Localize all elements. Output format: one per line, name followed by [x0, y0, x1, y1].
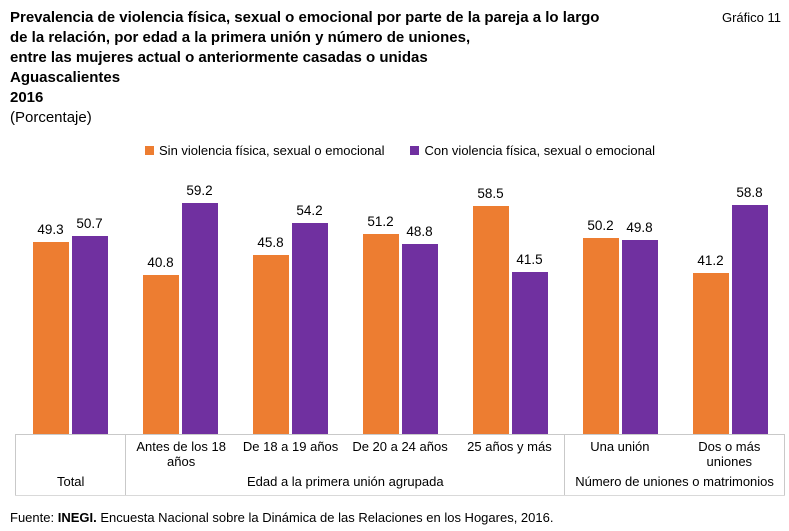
category-label: Dos o más uniones [698, 439, 761, 469]
category-slot: 41.2 58.8 [675, 164, 785, 434]
bar-value-label: 51.2 [367, 214, 394, 229]
category-label-row: Antes de los 18 años De 18 a 19 años De 20… [126, 435, 564, 469]
bar: 49.3 [32, 222, 69, 434]
source-institution: INEGI. [57, 510, 97, 525]
bar-value-label: 50.2 [587, 218, 614, 233]
bar: 50.2 [582, 218, 619, 434]
bar: 48.8 [401, 224, 438, 434]
source-text: Encuesta Nacional sobre la Dinámica de l… [100, 510, 554, 525]
bar: 54.2 [291, 203, 328, 434]
category-slot: 51.2 48.8 [345, 164, 455, 434]
legend-label: Con violencia física, sexual o emocional [424, 142, 655, 158]
source-prefix: Fuente: [10, 510, 55, 525]
bar: 45.8 [252, 235, 289, 434]
bar-value-label: 59.2 [186, 183, 213, 198]
bar: 41.2 [692, 253, 729, 434]
category-label: Una unión [590, 439, 650, 454]
bar: 49.8 [621, 220, 658, 434]
chart-title-year: 2016 [10, 89, 44, 106]
category-axis-table: Total Antes de los 18 años De 18 a 19 años… [15, 434, 785, 496]
legend-item: Con violencia física, sexual o emocional [410, 143, 655, 158]
bar: 50.7 [71, 216, 108, 434]
group-label: Total [56, 474, 85, 489]
category-label: 25 años y más [467, 439, 552, 454]
chart-title-line: Prevalencia de violencia física, sexual … [10, 9, 600, 26]
bar-value-label: 58.8 [736, 185, 763, 200]
axis-group: Una unión Dos o más uniones Número de unio… [564, 435, 785, 495]
category-slot: 58.5 41.5 [455, 164, 565, 434]
bar: 40.8 [142, 255, 179, 434]
chart-title-line: de la relación, por edad a la primera un… [10, 29, 471, 46]
chart-legend: Sin violencia física, sexual o emocional… [15, 142, 785, 158]
bar-value-label: 49.8 [626, 220, 653, 235]
bar: 58.8 [731, 185, 768, 434]
bar-value-label: 49.3 [37, 222, 64, 237]
chart-header: Prevalencia de violencia física, sexual … [0, 0, 789, 128]
bar-value-label: 54.2 [296, 203, 323, 218]
legend-label: Sin violencia física, sexual o emocional [159, 142, 385, 158]
group-label: Edad a la primera unión agrupada [246, 474, 444, 489]
bar-value-label: 41.5 [516, 252, 543, 267]
bar-value-label: 50.7 [76, 216, 103, 231]
axis-group: Antes de los 18 años De 18 a 19 años De 20… [125, 435, 564, 495]
chart-title-line: entre las mujeres actual o anteriormente… [10, 49, 428, 66]
group-label: Número de uniones o matrimonios [575, 474, 774, 489]
bar-value-label: 58.5 [477, 186, 504, 201]
source-note: Fuente: INEGI. Encuesta Nacional sobre l… [10, 510, 789, 525]
bar-value-label: 40.8 [147, 255, 174, 270]
category-label-row: Una unión Dos o más uniones [565, 435, 784, 469]
bar-chart: Sin violencia física, sexual o emocional… [15, 142, 785, 496]
category-slot: 49.3 50.7 [15, 164, 125, 434]
bar-value-label: 45.8 [257, 235, 284, 250]
bar: 59.2 [181, 183, 218, 434]
bar: 58.5 [472, 186, 509, 434]
bar: 51.2 [362, 214, 399, 434]
category-label [16, 435, 125, 439]
legend-swatch [145, 145, 155, 155]
bar-value-label: 48.8 [406, 224, 433, 239]
axis-group: Total [15, 435, 125, 495]
chart-title-state: Aguascalientes [10, 69, 121, 86]
category-slot: 40.8 59.2 [125, 164, 235, 434]
category-slot: 50.2 49.8 [565, 164, 675, 434]
figure-number-label: Gráfico 11 [721, 10, 781, 25]
category-label: Antes de los 18 años [136, 439, 226, 469]
category-label-row [16, 435, 125, 439]
plot-area: 49.3 50.7 40.8 59.2 45.8 54.2 51.2 48.8 58.5 41.5… [15, 164, 785, 434]
category-label: De 18 a 19 años [242, 439, 339, 454]
category-label: De 20 a 24 años [352, 439, 448, 454]
category-slot: 45.8 54.2 [235, 164, 345, 434]
legend-item: Sin violencia física, sexual o emocional [145, 143, 384, 158]
bar-value-label: 41.2 [697, 253, 724, 268]
legend-swatch [410, 145, 420, 155]
bar: 41.5 [511, 252, 548, 434]
chart-title-unit: (Porcentaje) [10, 109, 92, 126]
